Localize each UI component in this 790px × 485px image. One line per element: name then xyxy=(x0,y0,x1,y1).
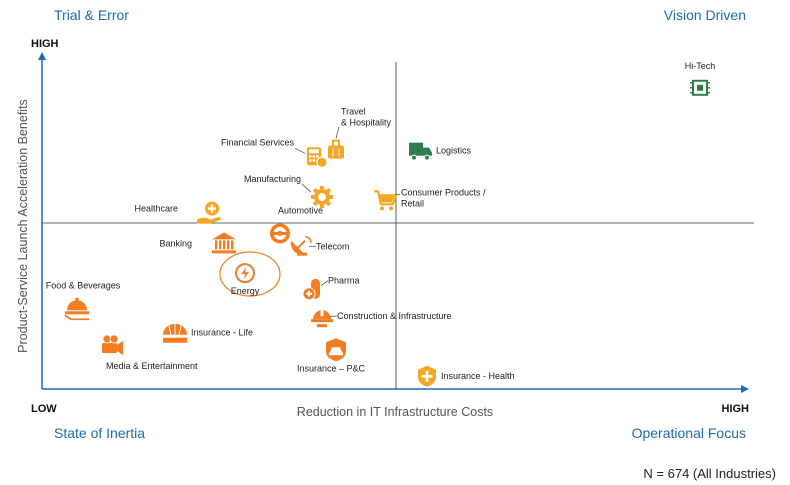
helmet-icon xyxy=(311,309,333,328)
data-point: Banking xyxy=(159,232,236,254)
leader-line xyxy=(320,280,329,287)
data-point: Automotive xyxy=(270,205,323,244)
data-point: Hi-Tech xyxy=(685,61,716,96)
point-label: Food & Beverages xyxy=(46,280,121,290)
luggage-icon xyxy=(328,139,344,159)
healthcare-hand-icon xyxy=(197,201,221,224)
food-cloche-icon xyxy=(64,297,89,321)
point-label: Insurance – P&C xyxy=(297,363,366,373)
bank-icon xyxy=(212,232,236,254)
video-camera-icon xyxy=(102,334,123,355)
data-point: Manufacturing xyxy=(244,174,333,209)
x-axis-low-label: LOW xyxy=(31,403,57,415)
data-point: Food & Beverages xyxy=(46,280,121,321)
chip-icon xyxy=(690,79,710,96)
energy-highlight-ellipse xyxy=(219,251,281,297)
cart-icon xyxy=(374,190,398,211)
footnote: N = 674 (All Industries) xyxy=(643,466,776,481)
x-axis-arrow xyxy=(741,385,749,393)
data-point: Pharma xyxy=(302,276,360,301)
data-point: Construction & Infrastructure xyxy=(311,309,452,328)
data-point: Travel & Hospitality xyxy=(328,107,392,159)
data-point: Logistics xyxy=(409,142,472,161)
data-point: Insurance - Health xyxy=(418,365,515,387)
quadrant-top-right-label: Vision Driven xyxy=(664,7,746,23)
x-axis-high-label: HIGH xyxy=(722,403,750,415)
leader-line xyxy=(301,183,312,193)
point-label: Telecom xyxy=(316,242,350,252)
quadrant-bottom-right-label: Operational Focus xyxy=(632,425,746,441)
data-point: Insurance - Life xyxy=(163,322,253,343)
point-label: Insurance - Health xyxy=(441,371,515,381)
pill-icon xyxy=(302,278,320,301)
data-point: Financial Services xyxy=(221,137,328,168)
data-point: Consumer Products / Retail xyxy=(374,187,486,211)
data-point: Healthcare xyxy=(134,201,221,224)
point-label: Manufacturing xyxy=(244,174,301,184)
shield-plus-icon xyxy=(418,365,436,387)
point-label: Insurance - Life xyxy=(191,328,253,338)
point-label: Media & Entertainment xyxy=(106,361,198,371)
point-label: Financial Services xyxy=(221,137,295,147)
quadrant-bottom-left-label: State of Inertia xyxy=(54,425,145,441)
y-axis-high-label: HIGH xyxy=(31,38,59,50)
data-point: Energy xyxy=(231,263,260,296)
data-point: Media & Entertainment xyxy=(102,334,198,371)
energy-icon xyxy=(235,263,255,284)
x-axis-title: Reduction in IT Infrastructure Costs xyxy=(297,405,493,419)
point-label: Logistics xyxy=(436,146,472,156)
data-point: Telecom xyxy=(290,235,350,256)
gear-icon xyxy=(311,186,333,209)
data-points: Hi-Tech Logistics Travel & Hospitality Fina… xyxy=(46,61,716,387)
point-label: Construction & Infrastructure xyxy=(337,311,452,321)
satellite-dish-icon xyxy=(290,235,312,256)
quadrant-top-left-label: Trial & Error xyxy=(54,7,129,23)
data-point: Insurance – P&C xyxy=(297,338,366,373)
point-label: Automotive xyxy=(278,205,323,215)
y-axis-arrow xyxy=(38,52,46,60)
umbrella-icon xyxy=(163,322,187,343)
point-label: Healthcare xyxy=(134,204,178,214)
point-label: Hi-Tech xyxy=(685,61,716,71)
steering-wheel-icon xyxy=(270,223,290,244)
point-label: Banking xyxy=(159,238,192,248)
point-label: Energy xyxy=(231,286,260,296)
point-label: Travel & Hospitality xyxy=(341,107,392,128)
point-label: Consumer Products / Retail xyxy=(401,187,486,208)
truck-icon xyxy=(409,142,432,161)
point-label: Pharma xyxy=(328,276,360,286)
calculator-icon xyxy=(307,147,328,168)
car-shield-icon xyxy=(326,338,346,362)
y-axis-title: Product-Service Launch Acceleration Bene… xyxy=(16,99,30,353)
leader-line xyxy=(335,126,340,139)
leader-line xyxy=(294,147,306,154)
